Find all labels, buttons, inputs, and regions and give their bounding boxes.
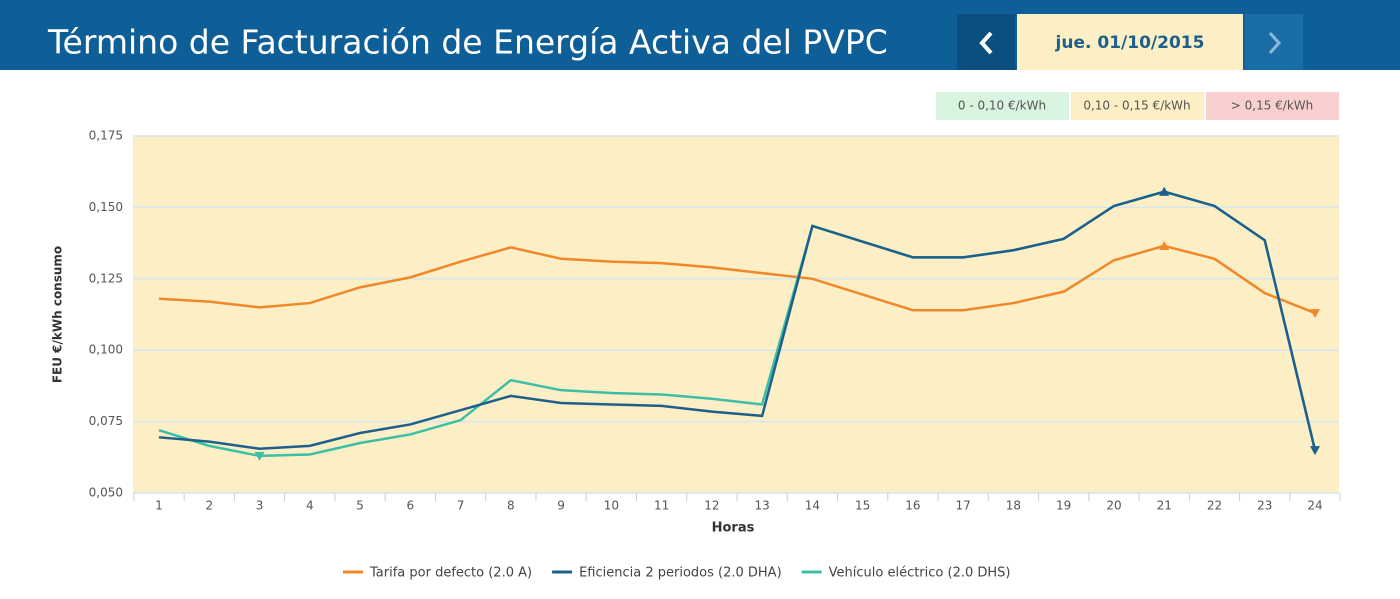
x-tick-label: 16	[905, 499, 920, 513]
x-tick-label: 24	[1307, 499, 1322, 513]
x-tick-label: 11	[654, 499, 669, 513]
price-band-box	[1071, 92, 1204, 120]
page-title: Término de Facturación de Energía Activa…	[47, 23, 888, 62]
legend-label: Vehículo eléctrico (2.0 DHS)	[829, 566, 1011, 581]
legend-label: Eficiencia 2 periodos (2.0 DHA)	[579, 566, 782, 581]
prev-arrow[interactable]	[979, 31, 993, 55]
max-marker	[1159, 240, 1170, 250]
x-tick-label: 6	[406, 499, 414, 513]
x-tick-label: 18	[1006, 499, 1021, 513]
x-tick-label: 23	[1257, 499, 1272, 513]
next-bg[interactable]	[1245, 14, 1303, 70]
x-tick-label: 9	[557, 499, 565, 513]
prev-button[interactable]	[957, 14, 1015, 70]
plot-background	[133, 136, 1339, 493]
y-tick-label: 0,050	[89, 486, 123, 500]
price-band-label: 0,10 - 0,15 €/kWh	[1083, 99, 1190, 113]
next-button[interactable]	[1245, 14, 1303, 70]
y-tick-label: 0,100	[89, 343, 123, 357]
price-band-box	[936, 92, 1069, 120]
price-band-label: > 0,15 €/kWh	[1231, 99, 1314, 113]
price-band-box	[1206, 92, 1339, 120]
x-tick-label: 5	[356, 499, 364, 513]
y-tick-label: 0,075	[89, 414, 123, 428]
x-tick-label: 12	[704, 499, 719, 513]
y-tick-label: 0,150	[89, 200, 123, 214]
min-marker	[1310, 446, 1320, 456]
y-tick-label: 0,125	[89, 271, 123, 285]
legend-label: Tarifa por defecto (2.0 A)	[369, 566, 532, 581]
date-label: jue. 01/10/2015	[1055, 33, 1205, 53]
date-box	[1017, 14, 1243, 70]
x-tick-label: 1	[155, 499, 163, 513]
y-axis-title: FEU €/kWh consumo	[51, 246, 65, 383]
x-tick-label: 21	[1157, 499, 1172, 513]
x-tick-label: 3	[256, 499, 264, 513]
series-line	[158, 190, 1317, 451]
x-axis-title: Horas	[712, 521, 755, 536]
x-tick-label: 10	[604, 499, 619, 513]
next-arrow[interactable]	[1268, 31, 1282, 55]
min-marker	[254, 451, 265, 461]
x-tick-label: 4	[306, 499, 314, 513]
x-tick-label: 20	[1106, 499, 1121, 513]
x-tick-label: 17	[956, 499, 971, 513]
x-tick-label: 14	[805, 499, 820, 513]
prev-bg[interactable]	[957, 14, 1015, 70]
x-tick-label: 22	[1207, 499, 1222, 513]
x-tick-label: 2	[205, 499, 213, 513]
min-marker	[1310, 309, 1320, 319]
series-line	[158, 244, 1316, 315]
y-tick-label: 0,175	[89, 129, 123, 143]
x-tick-label: 19	[1056, 499, 1071, 513]
x-tick-label: 8	[507, 499, 515, 513]
x-tick-label: 7	[457, 499, 465, 513]
price-band-label: 0 - 0,10 €/kWh	[958, 99, 1046, 113]
max-marker	[1159, 186, 1170, 196]
x-tick-label: 13	[754, 499, 769, 513]
x-tick-label: 15	[855, 499, 870, 513]
